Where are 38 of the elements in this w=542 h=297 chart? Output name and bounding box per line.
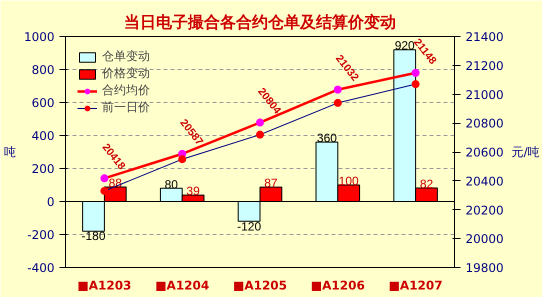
y2-tick-label: 21000: [466, 88, 504, 102]
y2-tick-label: 20600: [466, 146, 504, 160]
y2-tick-label: 21200: [466, 58, 504, 73]
y-tick-label: 1000: [24, 30, 55, 44]
legend-label: 仓单变动: [102, 48, 150, 65]
y2-tick-label: 21400: [466, 30, 504, 44]
y-tick-label: 600: [32, 96, 54, 110]
legend-label: 合约均价: [102, 82, 150, 99]
y2-tick-label: 19800: [466, 261, 504, 275]
y-tick-label: -200: [27, 228, 54, 242]
data-label: 920: [394, 38, 416, 53]
data-label: 100: [338, 174, 360, 188]
x-tick-label: ■A1207: [388, 278, 443, 292]
data-label: 360: [316, 131, 338, 146]
chart-title: 当日电子撮合各合约仓单及结算价变动: [124, 12, 396, 32]
y-tick-label: 800: [32, 63, 54, 77]
x-tick-label: ■A1205: [232, 278, 288, 292]
data-label: -120: [237, 219, 262, 234]
x-tick-label: ■A1203: [77, 278, 132, 292]
legend-label: 价格变动: [102, 65, 150, 82]
y-tick-label: 0: [46, 195, 55, 209]
y-axis-title: 吨: [4, 145, 16, 159]
x-tick-label: ■A1204: [155, 278, 210, 292]
data-label: 87: [264, 176, 278, 190]
data-label: 82: [420, 176, 434, 191]
data-label: 88: [108, 176, 122, 190]
data-label: 39: [186, 184, 200, 198]
y2-tick-label: 20800: [466, 116, 504, 131]
y2-axis-title: 元/吨: [512, 145, 540, 159]
y-tick-label: -400: [27, 261, 54, 275]
y2-tick-label: 20000: [466, 232, 504, 246]
legend-label: 前一日价: [102, 99, 150, 116]
y2-tick-label: 20400: [466, 174, 504, 188]
data-label: -180: [82, 229, 106, 244]
y-tick-label: 400: [32, 129, 54, 143]
x-tick-label: ■A1206: [310, 278, 365, 292]
y-tick-label: 200: [32, 162, 54, 176]
y2-tick-label: 20200: [466, 203, 504, 218]
